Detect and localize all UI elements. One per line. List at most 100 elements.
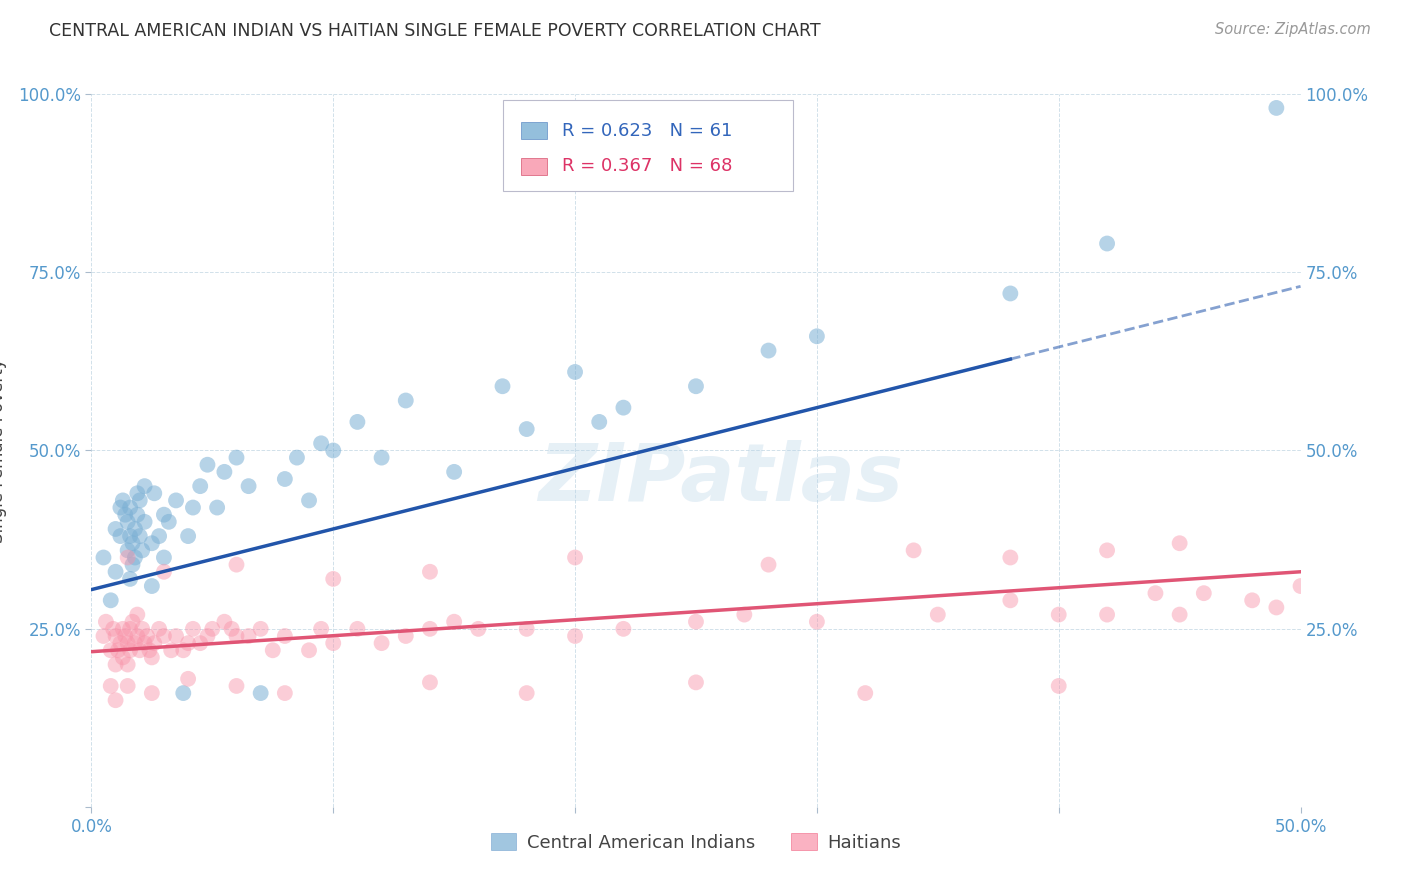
Point	[177, 636, 200, 650]
Point	[516, 422, 538, 436]
Point	[120, 529, 142, 543]
Bar	[520, 122, 547, 139]
Point	[395, 393, 418, 408]
Point	[177, 672, 200, 686]
Point	[249, 686, 271, 700]
Point	[188, 636, 211, 650]
Y-axis label: Single Female Poverty: Single Female Poverty	[0, 359, 7, 542]
Point	[100, 593, 122, 607]
Point	[1265, 600, 1288, 615]
Point	[1192, 586, 1215, 600]
Point	[197, 458, 219, 472]
Point	[1000, 286, 1022, 301]
Point	[93, 550, 115, 565]
Point	[1168, 607, 1191, 622]
Point	[249, 622, 271, 636]
Point	[141, 536, 163, 550]
Point	[309, 622, 332, 636]
Point	[298, 643, 321, 657]
Point	[117, 657, 139, 672]
Point	[153, 508, 176, 522]
Point	[1095, 236, 1118, 251]
Point	[274, 472, 297, 486]
Point	[806, 329, 828, 343]
Point	[114, 508, 136, 522]
Point	[143, 486, 166, 500]
Point	[1000, 593, 1022, 607]
Point	[134, 636, 156, 650]
Point	[516, 622, 538, 636]
Point	[221, 622, 243, 636]
Point	[443, 615, 465, 629]
FancyBboxPatch shape	[502, 100, 793, 192]
Point	[110, 636, 132, 650]
Point	[141, 579, 163, 593]
Point	[111, 650, 134, 665]
Point	[238, 479, 260, 493]
Bar	[520, 158, 547, 175]
Text: ZIPatlas: ZIPatlas	[537, 440, 903, 518]
Point	[322, 443, 344, 458]
Point	[274, 686, 297, 700]
Point	[160, 643, 183, 657]
Point	[134, 479, 156, 493]
Point	[298, 493, 321, 508]
Point	[685, 379, 707, 393]
Point	[274, 629, 297, 643]
Point	[205, 500, 228, 515]
Point	[104, 565, 127, 579]
Point	[134, 515, 156, 529]
Point	[128, 493, 150, 508]
Point	[111, 493, 134, 508]
Text: Source: ZipAtlas.com: Source: ZipAtlas.com	[1215, 22, 1371, 37]
Point	[138, 643, 160, 657]
Point	[419, 622, 441, 636]
Point	[148, 622, 170, 636]
Text: CENTRAL AMERICAN INDIAN VS HAITIAN SINGLE FEMALE POVERTY CORRELATION CHART: CENTRAL AMERICAN INDIAN VS HAITIAN SINGL…	[49, 22, 821, 40]
Point	[114, 629, 136, 643]
Point	[758, 558, 780, 572]
Point	[612, 401, 634, 415]
Point	[143, 636, 166, 650]
Point	[128, 529, 150, 543]
Point	[903, 543, 925, 558]
Point	[124, 636, 146, 650]
Point	[419, 565, 441, 579]
Point	[153, 565, 176, 579]
Point	[181, 622, 204, 636]
Point	[127, 629, 149, 643]
Point	[153, 550, 176, 565]
Point	[1047, 607, 1070, 622]
Point	[346, 622, 368, 636]
Point	[1000, 550, 1022, 565]
Point	[181, 500, 204, 515]
Point	[172, 686, 194, 700]
Point	[370, 636, 392, 650]
Point	[322, 636, 344, 650]
Point	[1168, 536, 1191, 550]
Point	[93, 629, 115, 643]
Point	[188, 479, 211, 493]
Point	[101, 622, 124, 636]
Point	[157, 515, 180, 529]
Text: R = 0.623   N = 61: R = 0.623 N = 61	[562, 121, 733, 140]
Point	[685, 615, 707, 629]
Point	[214, 465, 236, 479]
Point	[1095, 607, 1118, 622]
Point	[285, 450, 308, 465]
Point	[443, 465, 465, 479]
Point	[110, 500, 132, 515]
Point	[419, 675, 441, 690]
Point	[214, 615, 236, 629]
Legend: Central American Indians, Haitians: Central American Indians, Haitians	[484, 826, 908, 859]
Point	[117, 679, 139, 693]
Point	[124, 550, 146, 565]
Point	[806, 615, 828, 629]
Point	[238, 629, 260, 643]
Point	[121, 558, 143, 572]
Point	[117, 543, 139, 558]
Point	[225, 450, 247, 465]
Point	[1144, 586, 1167, 600]
Point	[120, 572, 142, 586]
Point	[516, 686, 538, 700]
